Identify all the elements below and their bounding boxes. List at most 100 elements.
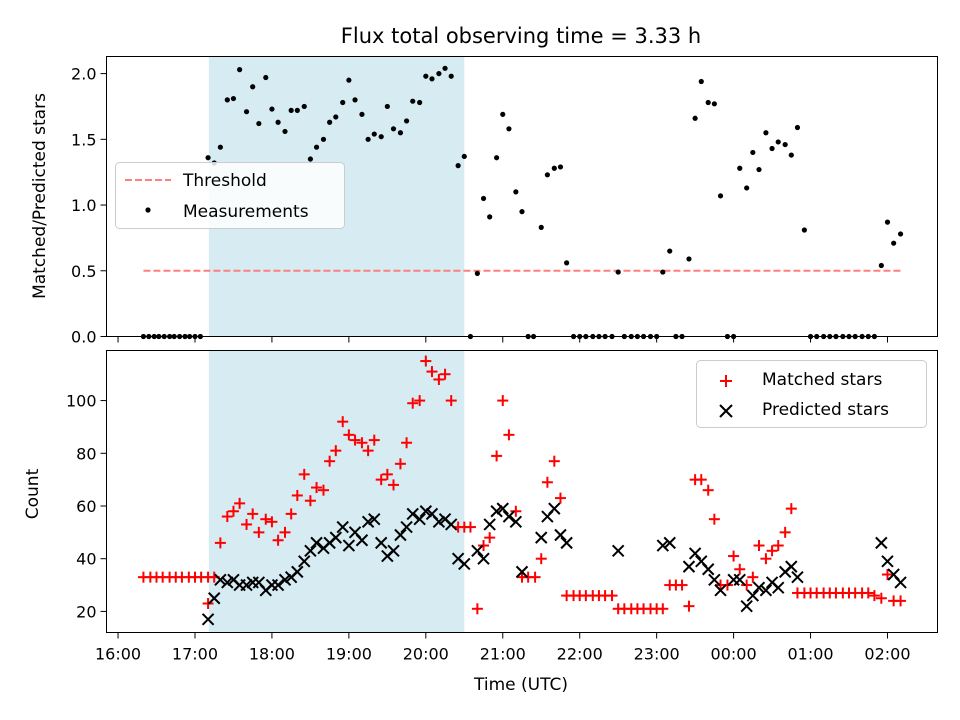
predicted-star-point (611, 544, 625, 558)
predicted-star-point (714, 584, 727, 597)
predicted-star-point (490, 505, 503, 518)
matched-star-point (747, 571, 759, 583)
predicted-star-point (387, 544, 400, 558)
matched-star-point (702, 484, 714, 496)
top-legend: Threshold Measurements (115, 162, 345, 229)
measurement-point (698, 78, 704, 85)
predicted-star-point (413, 512, 426, 526)
bottom-x-ticks: 16:00 17:00 18:00 19:00 20:00 21:00 22:00 23:00… (95, 632, 911, 664)
measurement-point (686, 256, 692, 262)
y-tick-label: 20 (76, 602, 96, 621)
predicted-star-point (894, 576, 907, 589)
legend-matched-swatch (720, 375, 732, 387)
predicted-star-point (221, 576, 234, 589)
matched-star-point (548, 455, 560, 467)
matched-star-point (407, 397, 419, 409)
measurement-point (403, 118, 410, 124)
matched-star-point (221, 511, 233, 523)
predicted-star-point (708, 573, 721, 586)
measurement-point (506, 126, 512, 132)
y-tick-label: 0.5 (71, 262, 96, 281)
y-tick-label: 80 (76, 444, 96, 463)
matched-star-point (298, 468, 310, 480)
measurement-point (538, 224, 544, 230)
bottom-y-axis-label: Count (23, 468, 43, 519)
x-tick-label: 16:00 (95, 645, 141, 664)
predicted-star-point (663, 536, 676, 550)
measurement-point (763, 130, 769, 136)
matched-star-point (356, 437, 368, 449)
measurement-point (891, 240, 897, 246)
matched-star-point (683, 600, 695, 612)
predicted-star-point (496, 502, 509, 515)
matched-star-point (554, 492, 566, 504)
matched-star-point (510, 505, 522, 517)
matched-star-point (324, 455, 336, 467)
matched-star-point (420, 355, 432, 367)
legend-measurements-label: Measurements (183, 202, 309, 222)
measurement-point (436, 70, 442, 77)
matched-star-point (291, 489, 303, 501)
x-tick-label: 00:00 (711, 645, 757, 664)
measurement-point (397, 130, 404, 136)
matched-star-point (241, 518, 253, 530)
measurement-point (878, 262, 884, 269)
measurement-point (794, 124, 801, 131)
top-y-axis-label: Matched/Predicted stars (30, 93, 50, 299)
top-legend-box (115, 162, 345, 229)
matched-star-point (785, 503, 797, 515)
matched-star-point (657, 603, 669, 615)
predicted-star-point (271, 578, 285, 592)
predicted-star-point (374, 536, 388, 550)
matched-star-point (388, 479, 400, 491)
predicted-star-point (201, 613, 215, 626)
matched-star-point (362, 445, 374, 457)
bottom-shaded-interval (208, 350, 465, 633)
measurement-point (788, 152, 794, 158)
matched-star-point (311, 482, 323, 494)
legend-measurements-swatch (145, 207, 151, 213)
measurement-point (756, 166, 762, 173)
matched-star-point (695, 474, 707, 486)
measurement-point (359, 111, 365, 117)
measurement-point (301, 103, 307, 110)
measurement-point (660, 269, 666, 275)
matched-star-point (227, 505, 239, 517)
measurement-point (384, 103, 390, 110)
matched-stars-series (137, 355, 907, 615)
bottom-y-ticks: 20 40 60 80 100 (66, 392, 107, 621)
bottom-panel: 20 40 60 80 100 16:00 17:00 18:00 19:00 20:00 21:… (23, 350, 938, 695)
matched-star-point (895, 595, 907, 607)
matched-star-point (772, 540, 784, 552)
measurement-point (711, 101, 717, 107)
predicted-star-point (752, 581, 766, 594)
predicted-star-point (240, 578, 253, 592)
predicted-star-point (746, 589, 760, 602)
measurement-point (750, 149, 756, 156)
matched-star-point (484, 532, 496, 544)
y-tick-label: 1.5 (71, 130, 96, 149)
legend-matched-label: Matched stars (762, 370, 882, 390)
measurement-point (782, 141, 788, 148)
matched-star-point (317, 484, 329, 496)
measurement-point (429, 76, 435, 82)
matched-star-point (676, 579, 688, 591)
matched-star-point (760, 553, 772, 565)
measurement-point (417, 99, 423, 106)
measurement-point (448, 73, 454, 79)
matched-star-point (375, 474, 387, 486)
predicted-star-point (509, 515, 523, 529)
x-tick-label: 02:00 (864, 645, 910, 664)
matched-star-point (491, 450, 503, 462)
predicted-star-point (298, 555, 311, 568)
measurement-point (243, 109, 250, 115)
predicted-star-point (759, 584, 773, 597)
x-tick-label: 17:00 (172, 645, 218, 664)
predicted-star-point (406, 507, 419, 521)
top-panel: 0.00.51.01.52.0 Matched/Predicted stars … (30, 56, 938, 347)
measurement-point (705, 99, 711, 106)
matched-star-point (503, 429, 515, 441)
measurement-point (775, 139, 781, 145)
matched-star-point (606, 590, 618, 602)
